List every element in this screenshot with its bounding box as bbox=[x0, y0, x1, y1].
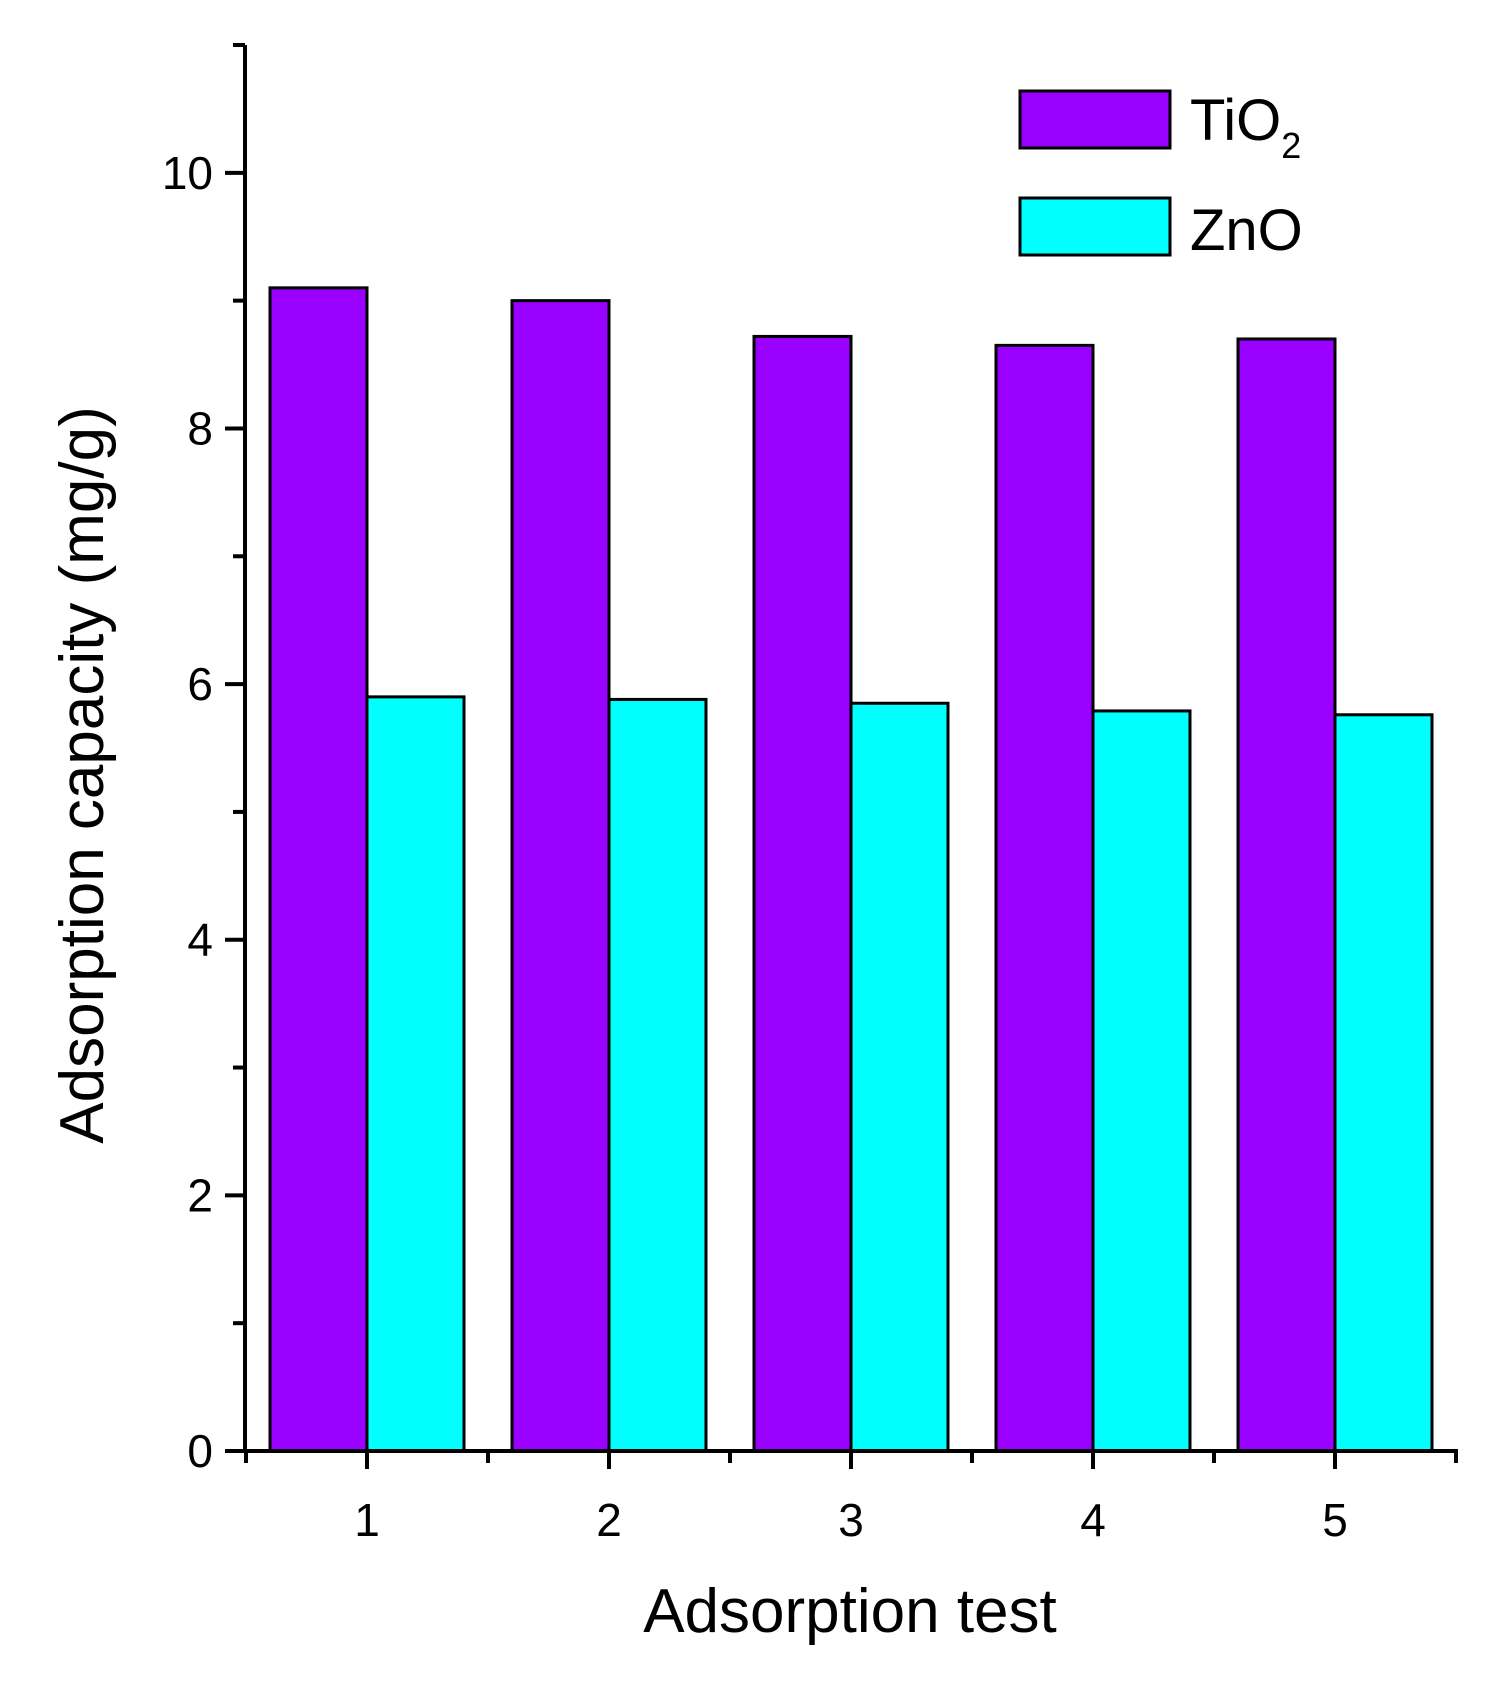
legend-swatch-zno bbox=[1018, 196, 1172, 257]
bar-tio2-2 bbox=[510, 299, 611, 1453]
bar-tio2-4 bbox=[994, 343, 1095, 1453]
bar-zno-2 bbox=[607, 697, 708, 1453]
legend: TiO2 ZnO bbox=[1018, 88, 1303, 263]
y-tick-label-0: 0 bbox=[187, 1425, 213, 1477]
x-tick-label-5: 5 bbox=[1322, 1494, 1348, 1546]
bar-tio2-5 bbox=[1236, 337, 1337, 1453]
x-tick-label-2: 2 bbox=[596, 1494, 622, 1546]
bar-tio2-1 bbox=[268, 286, 369, 1453]
y-axis-title: Adsorption capacity (mg/g) bbox=[48, 406, 117, 1143]
y-tick-label-10: 10 bbox=[162, 147, 213, 199]
x-tick-label-3: 3 bbox=[838, 1494, 864, 1546]
y-tick-label-2: 2 bbox=[187, 1169, 213, 1221]
legend-label-zno: ZnO bbox=[1190, 198, 1303, 263]
bar-zno-3 bbox=[849, 701, 950, 1453]
y-tick-label-6: 6 bbox=[187, 658, 213, 710]
bars-layer bbox=[268, 286, 1434, 1453]
x-axis-title: Adsorption test bbox=[643, 1577, 1057, 1646]
bar-zno-5 bbox=[1333, 713, 1434, 1453]
legend-swatch-tio2 bbox=[1018, 89, 1172, 150]
x-tick-label-1: 1 bbox=[354, 1494, 380, 1546]
legend-label-tio2: TiO2 bbox=[1190, 88, 1301, 166]
bar-zno-1 bbox=[365, 695, 466, 1453]
bar-zno-4 bbox=[1091, 709, 1192, 1453]
y-tick-label-4: 4 bbox=[187, 914, 213, 966]
x-tick-label-4: 4 bbox=[1080, 1494, 1106, 1546]
y-tick-label-8: 8 bbox=[187, 402, 213, 454]
bar-tio2-3 bbox=[752, 334, 853, 1453]
